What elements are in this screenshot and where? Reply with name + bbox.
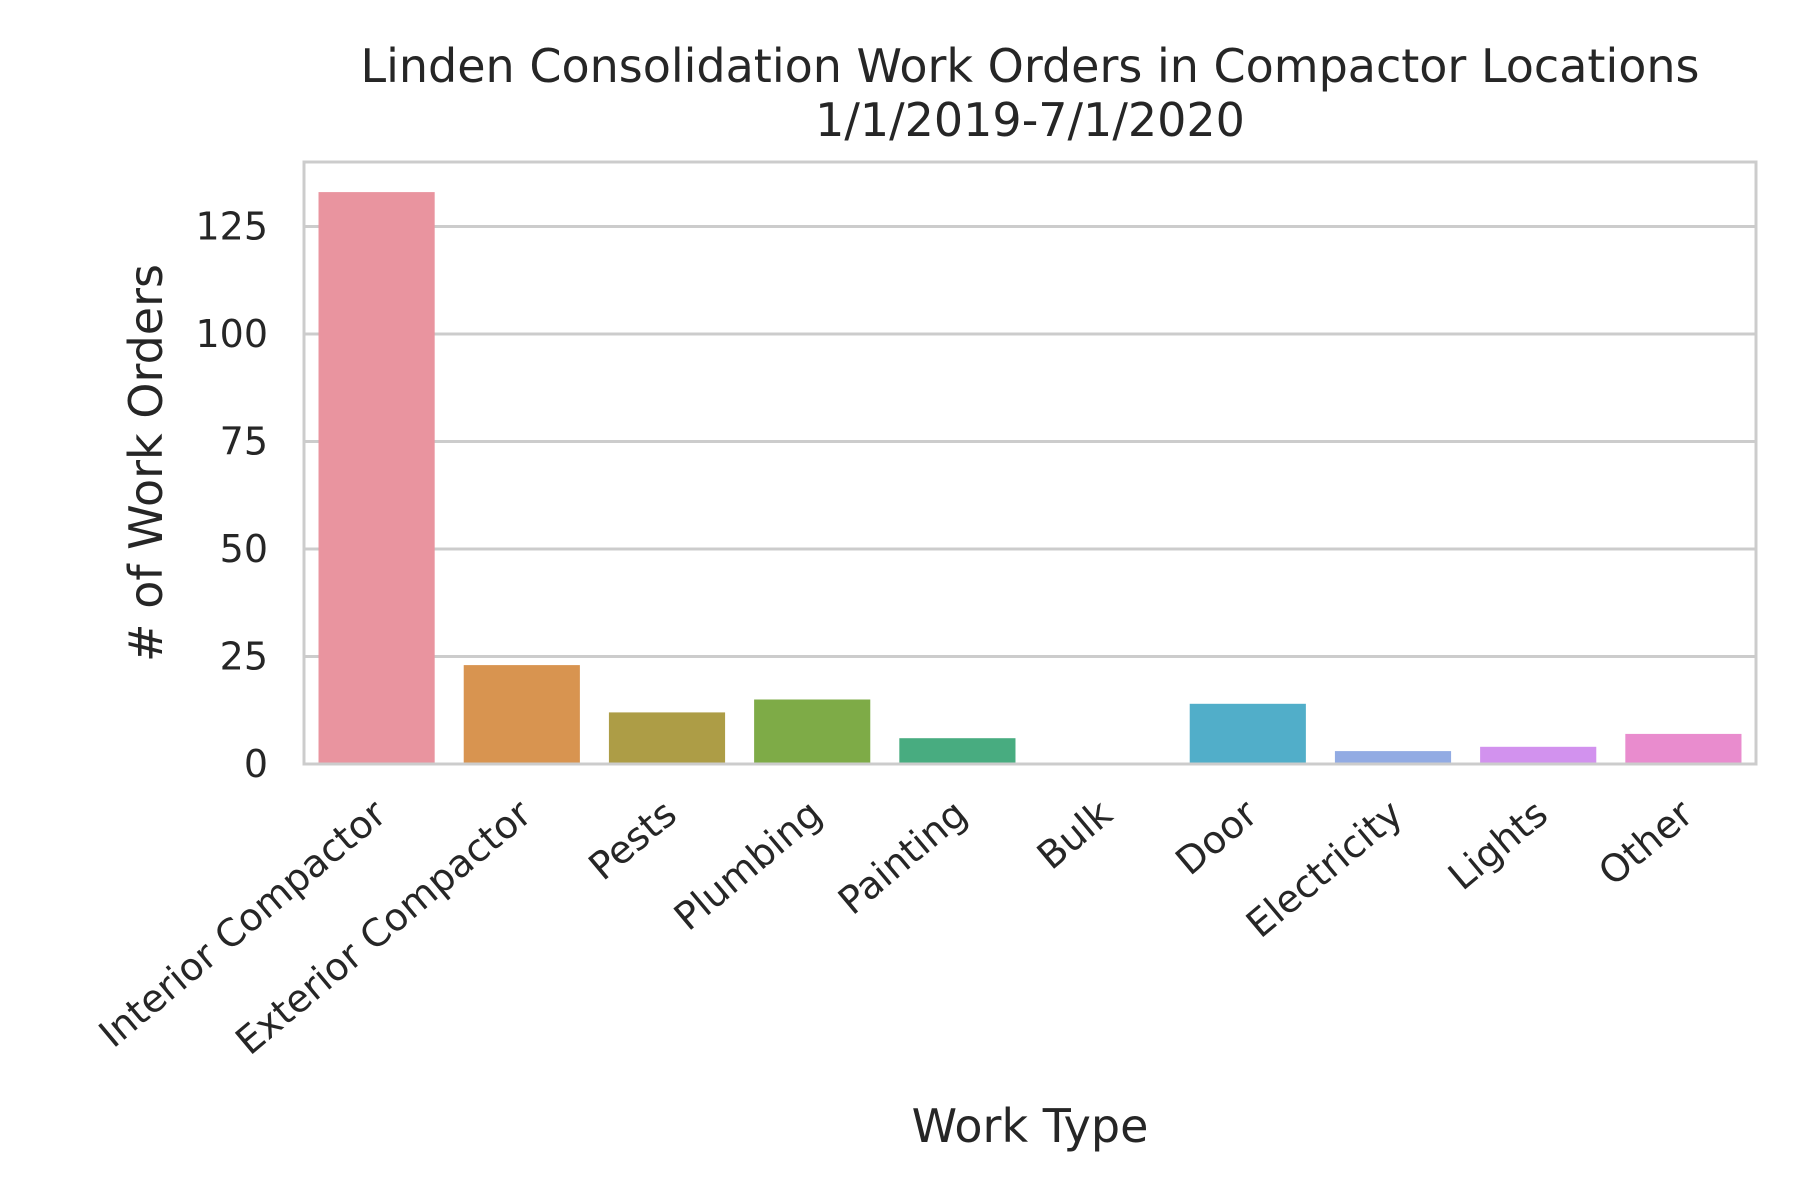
chart-subtitle: 1/1/2019-7/1/2020 (815, 93, 1245, 147)
plot-frame (302, 160, 1758, 766)
y-axis-label: # of Work Orders (119, 264, 173, 662)
bar-other (1625, 733, 1742, 764)
x-tick-label: Lights (1440, 791, 1556, 898)
x-tick-label: Bulk (1029, 791, 1121, 878)
bar-exterior-compactor (463, 665, 580, 764)
y-tick-label: 100 (195, 312, 268, 356)
bar-lights (1480, 746, 1597, 764)
bar-pests (608, 712, 726, 764)
bar-door (1189, 703, 1306, 764)
x-tick-label: Electricity (1238, 791, 1411, 946)
x-tick-label: Pests (580, 791, 684, 889)
bars (318, 192, 1742, 765)
y-tick-label: 50 (220, 527, 268, 571)
x-axis-label: Work Type (912, 1099, 1149, 1153)
chart-title: Linden Consolidation Work Orders in Comp… (360, 39, 1699, 93)
y-tick-label: 25 (220, 635, 268, 679)
y-gridlines (304, 225, 1756, 658)
x-tick-label: Door (1167, 791, 1266, 884)
x-tick-label: Painting (830, 791, 975, 923)
x-tick-label: Other (1590, 791, 1701, 894)
bar-painting (899, 738, 1016, 764)
x-tick-label: Plumbing (666, 791, 830, 939)
bar-electricity (1334, 751, 1452, 764)
y-tick-label: 0 (244, 742, 268, 786)
y-tick-label: 75 (220, 420, 268, 464)
bar-plumbing (754, 699, 871, 764)
y-tick-labels: 0 25 50 75 100 125 (195, 205, 268, 787)
bar-interior-compactor (318, 192, 435, 765)
y-tick-label: 125 (195, 205, 268, 249)
